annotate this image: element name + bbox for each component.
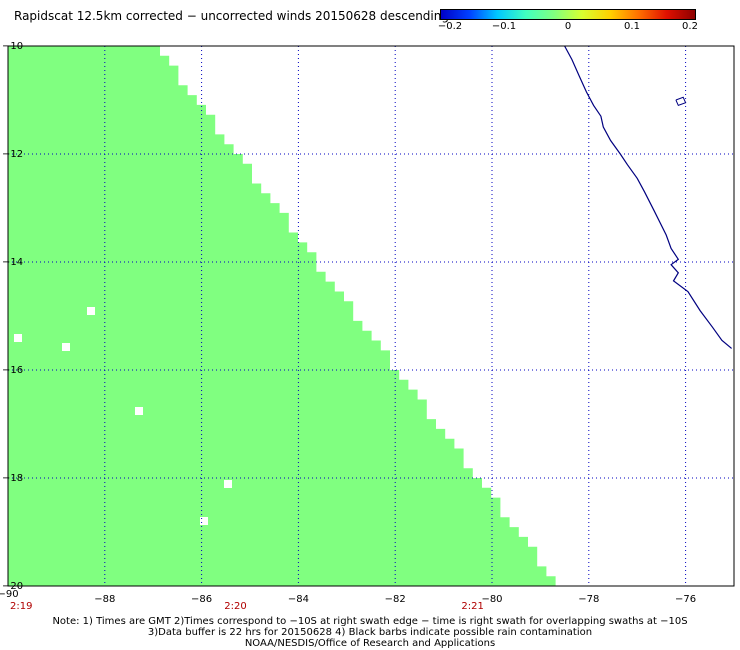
swath-area: [8, 46, 556, 586]
longitude-tick-labels: −90 −88 −86 −84 −82 −80 −78 −76: [0, 589, 696, 605]
note-line-3: NOAA/NESDIS/Office of Research and Appli…: [244, 638, 496, 649]
longitude-tick-label: −78: [578, 594, 599, 605]
missing-data-cell: [14, 334, 22, 342]
colorbar-tick-label: 0.1: [624, 21, 640, 32]
latitude-tick-label: −16: [2, 365, 23, 376]
swath-time-label: 2:20: [224, 601, 246, 610]
latitude-tick-label: −10: [2, 41, 23, 52]
map-title: Rapidscat 12.5km corrected − uncorrected…: [14, 9, 449, 23]
longitude-tick-label: −90: [0, 589, 19, 600]
colorbar-tick-label: 0: [564, 21, 572, 32]
longitude-tick-label: −82: [385, 594, 406, 605]
longitude-tick-label: −88: [94, 594, 115, 605]
missing-data-cell: [135, 407, 143, 415]
missing-data-cell: [200, 517, 208, 525]
map-frame: [7, 45, 735, 587]
swath-polygon: [8, 46, 556, 586]
longitude-tick-label: −86: [191, 594, 212, 605]
latitude-tick-labels: −10 −12 −14 −16 −18 −20: [2, 41, 23, 592]
swath-gaps: [14, 307, 232, 525]
latitude-tick-label: −14: [2, 257, 23, 268]
swath-time-label: 2:19: [10, 601, 32, 610]
latitude-tick-label: −18: [2, 473, 23, 484]
longitude-tick-label: −84: [288, 594, 309, 605]
note-line-1: Note: 1) Times are GMT 2)Times correspon…: [52, 616, 688, 627]
wind-difference-map: −90 −88 −86 −84 −82 −80 −78 −76 −10 −12 −14 −16 −18…: [0, 41, 735, 610]
longitude-tick-label: −80: [481, 594, 502, 605]
colorbar-tick-label: −0.1: [491, 21, 517, 32]
latitude-tick-label: −12: [2, 149, 23, 160]
swath-time-label: 2:21: [461, 601, 483, 610]
coastline: [564, 45, 732, 349]
colorbar: [440, 9, 696, 20]
missing-data-cell: [62, 343, 70, 351]
missing-data-cell: [224, 480, 232, 488]
colorbar-tick-label: −0.2: [437, 21, 463, 32]
map-gridlines: [8, 46, 734, 586]
colorbar-tick-label: 0.2: [682, 21, 698, 32]
missing-data-cell: [87, 307, 95, 315]
swath-time-labels: 2:19 2:20 2:21: [10, 601, 484, 610]
latitude-tick-label: −20: [2, 581, 23, 592]
note-line-2: 3)Data buffer is 22 hrs for 20150628 4) …: [147, 627, 593, 638]
longitude-tick-label: −76: [675, 594, 696, 605]
island-outline: [675, 96, 687, 107]
